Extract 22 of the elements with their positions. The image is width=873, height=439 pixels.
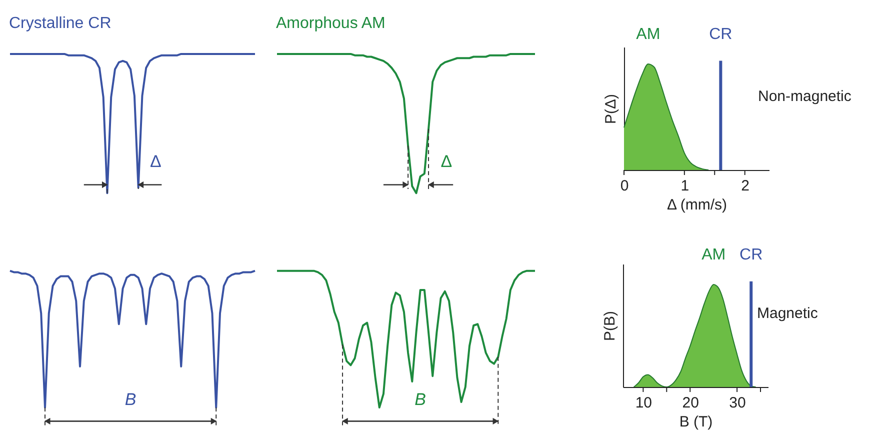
x-axis-title: Δ (mm/s) (666, 196, 728, 214)
annotation: Magnetic (757, 305, 818, 322)
x-tick-label: 2 (741, 178, 750, 194)
annotation: B (124, 390, 136, 409)
x-tick-label: 20 (682, 394, 699, 412)
ref-line-label: CR (709, 26, 732, 43)
series-label: AM (636, 26, 660, 43)
x-tick-label: 30 (729, 394, 746, 412)
annotation: Δ (150, 152, 162, 171)
x-tick-label: 1 (680, 178, 690, 194)
chart-title: Amorphous AM (276, 15, 386, 32)
y-axis-title: P(B) (602, 310, 618, 341)
x-tick-label: 10 (635, 394, 652, 412)
annotation: Δ (440, 152, 452, 171)
annotation: B (414, 390, 426, 409)
x-axis-title: B (T) (679, 414, 713, 430)
annotation: Non-magnetic (758, 88, 852, 106)
series-label: AM (702, 246, 726, 264)
ref-line-label: CR (740, 246, 763, 264)
chart-title: Crystalline CR (9, 15, 112, 32)
x-tick-label: 0 (620, 178, 629, 194)
y-axis-title: P(Δ) (602, 94, 620, 124)
